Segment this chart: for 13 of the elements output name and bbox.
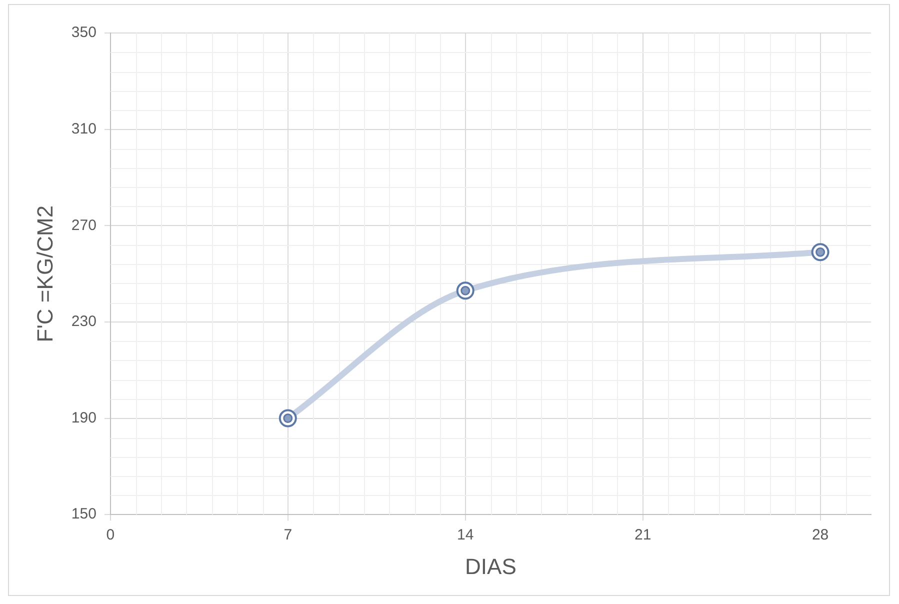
x-tick-label: 14 (457, 526, 474, 544)
x-tick-label: 21 (634, 526, 652, 544)
y-tick-label: 270 (71, 216, 96, 234)
y-tick-label: 230 (71, 313, 96, 330)
y-tick-label: 150 (71, 506, 96, 523)
y-axis-title: F'C =KG/CM2 (32, 205, 58, 342)
x-axis-title: DIAS (465, 554, 516, 579)
x-tick-label: 28 (812, 526, 829, 544)
x-tick-label: 0 (106, 526, 115, 544)
y-tick-label: 190 (71, 409, 96, 426)
y-tick-label: 310 (71, 120, 96, 138)
y-tick-label: 350 (71, 24, 96, 42)
x-tick-label: 7 (284, 526, 292, 544)
